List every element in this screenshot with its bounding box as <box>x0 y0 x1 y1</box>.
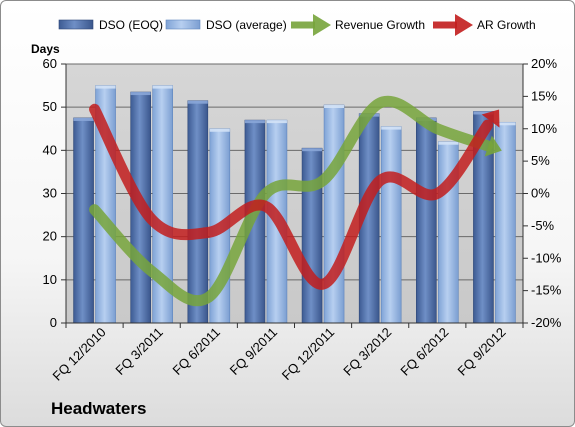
series-lines <box>89 95 502 307</box>
bar-top-highlight <box>324 105 345 109</box>
x-tick-label: FQ 3/2011 <box>112 325 165 378</box>
bar-dso-eoq <box>416 117 437 324</box>
bar-top-highlight <box>209 128 230 132</box>
legend-label-revenue-growth: Revenue Growth <box>335 18 425 32</box>
x-tick-label: FQ 6/2011 <box>170 325 223 378</box>
legend-arrow-ar-growth <box>455 14 473 36</box>
ar-growth-line <box>89 103 494 290</box>
y-left-tick-label: 10 <box>43 272 57 287</box>
x-tick-label: FQ 12/2011 <box>279 325 337 383</box>
y-left-tick-label: 40 <box>43 142 57 157</box>
legend-arrow-revenue-growth <box>313 14 331 36</box>
bar-dso-average <box>323 104 345 324</box>
y-right-tick-label: -15% <box>531 283 562 298</box>
bar-top-highlight <box>438 141 459 145</box>
x-tick-label: FQ 9/2012 <box>455 325 509 379</box>
y-left-tick-label: 30 <box>43 186 57 201</box>
bar-top-highlight <box>473 111 494 115</box>
bar-dso-average <box>495 121 516 324</box>
bar-top-highlight <box>302 148 323 152</box>
legend-swatch-dso-average- <box>165 19 201 30</box>
y-right-tick-label: 15% <box>531 88 557 103</box>
bar-top-highlight <box>266 120 287 124</box>
x-tick-label: FQ 9/2011 <box>227 325 280 378</box>
y-left-tick-label: 60 <box>43 56 57 71</box>
company-name: Headwaters <box>51 399 147 418</box>
y-right-tick-label: -10% <box>531 250 562 265</box>
y-left-axis-label: Days <box>31 42 60 56</box>
legend-label-ar-growth: AR Growth <box>477 18 536 32</box>
y-right-tick-label: -5% <box>531 218 555 233</box>
bar-dso-eoq <box>187 100 209 324</box>
bar-top-highlight <box>495 122 516 126</box>
bar-top-highlight <box>187 100 208 104</box>
y-left-tick-label: 0 <box>50 315 57 330</box>
legend: DSO (EOQ) DSO (average) Revenue Growth AR G… <box>58 14 536 36</box>
bar-top-highlight <box>244 120 265 124</box>
bar-top-highlight <box>130 92 151 96</box>
y-left-tick-label: 20 <box>43 229 57 244</box>
bar-top-highlight <box>152 85 173 89</box>
y-right-tick-label: 0% <box>531 186 550 201</box>
y-left-tick-label: 50 <box>43 99 57 114</box>
x-tick-label: FQ 3/2012 <box>340 325 394 379</box>
legend-label-dso-average-: DSO (average) <box>206 18 287 32</box>
y-right-tick-label: 10% <box>531 121 557 136</box>
revenue-growth-line <box>89 95 494 307</box>
y-right-tick-label: 20% <box>531 56 557 71</box>
legend-label-dso-eoq-: DSO (EOQ) <box>99 18 163 32</box>
legend-swatch-dso-eoq- <box>58 19 94 30</box>
y-right-tick-label: 5% <box>531 153 550 168</box>
bar-top-highlight <box>73 117 94 121</box>
bar-top-highlight <box>95 85 116 89</box>
bar-dso-eoq <box>301 147 323 324</box>
bar-dso-average <box>380 126 402 324</box>
x-tick-label: FQ 6/2012 <box>397 325 451 379</box>
y-right-tick-label: -20% <box>531 315 562 330</box>
x-tick-label: FQ 12/2010 <box>50 325 109 384</box>
ar-growth-arrowhead <box>481 109 500 128</box>
bar-dso-eoq <box>73 117 94 324</box>
bar-top-highlight <box>381 126 402 130</box>
revenue-growth-arrowhead <box>484 135 502 157</box>
